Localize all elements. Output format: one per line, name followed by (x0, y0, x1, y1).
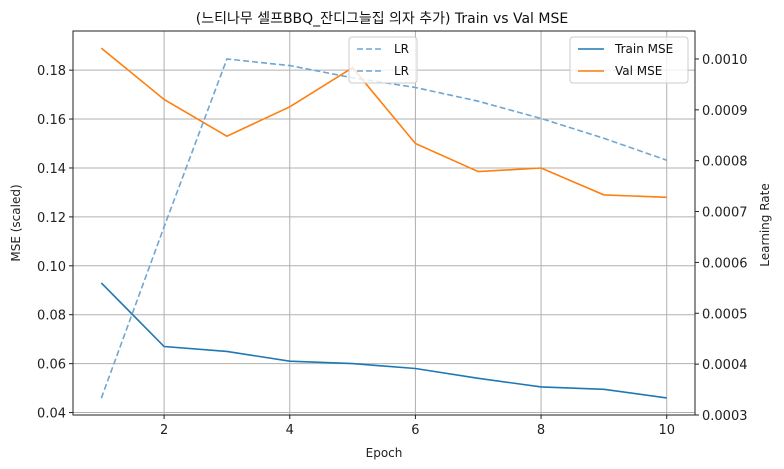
right-y-tick-label: 0.0004 (702, 358, 748, 373)
legend-top-right: Train MSE Val MSE (569, 36, 689, 84)
left-y-tick-label: 0.16 (37, 113, 66, 128)
x-axis-label: Epoch (366, 446, 403, 460)
left-y-tick-label: 0.12 (37, 211, 66, 226)
left-y-tick-label: 0.04 (37, 407, 66, 422)
series-layer (100, 47, 667, 399)
left-y-tick-label: 0.18 (37, 64, 66, 79)
x-tick-label: 8 (537, 423, 545, 438)
left-y-tick-label: 0.10 (37, 260, 66, 275)
x-tick-label: 10 (658, 423, 675, 438)
right-y-axis-label: Learning Rate (758, 183, 772, 266)
right-y-tick-label: 0.0010 (702, 53, 748, 68)
left-y-tick-label: 0.06 (37, 358, 66, 373)
legend-label: LR (394, 42, 409, 56)
left-y-axis-label: MSE (scaled) (9, 184, 23, 261)
legends: LR LR Train MSE Val MSE (348, 36, 689, 84)
series-line-train-mse (100, 282, 667, 399)
right-y-tick-label: 0.0005 (702, 307, 748, 322)
x-tick-label: 6 (411, 423, 419, 438)
left-y-tick-label: 0.14 (37, 162, 66, 177)
grid (73, 31, 695, 415)
right-y-tick-label: 0.0003 (702, 409, 748, 424)
right-y-tick-label: 0.0006 (702, 256, 748, 271)
legend-label: Val MSE (615, 64, 662, 78)
right-y-tick-label: 0.0008 (702, 155, 748, 170)
right-y-tick-label: 0.0007 (702, 206, 748, 221)
x-tick-label: 4 (286, 423, 294, 438)
plot-frame (72, 30, 696, 416)
right-y-tick-label: 0.0009 (702, 104, 748, 119)
chart-title: (느티나무 셀프BBQ_잔디그늘집 의자 추가) Train vs Val MS… (196, 11, 568, 27)
ticks: 2 4 6 8 10 0.04 0.06 0.08 0.10 0.12 0.14 0.16 0.18 0.… (37, 53, 747, 438)
left-y-tick-label: 0.08 (37, 309, 66, 324)
x-tick-label: 2 (160, 423, 168, 438)
series-line-val-mse (100, 47, 667, 199)
legend-top-center: LR LR (348, 36, 418, 84)
legend-label: LR (394, 64, 409, 78)
series-line-lr (100, 58, 667, 399)
legend-label: Train MSE (614, 42, 673, 56)
